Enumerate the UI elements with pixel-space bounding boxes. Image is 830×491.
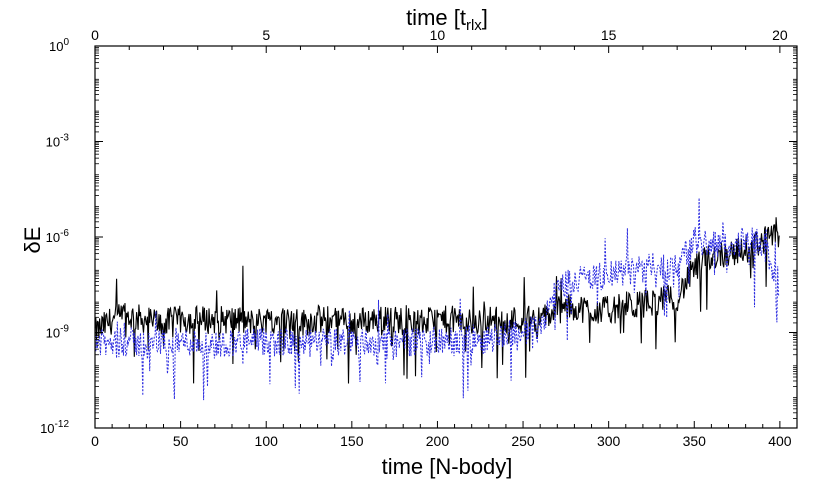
y-tick-label: 10-12 [40,419,69,436]
x-axis-title-top: time [trlx] [406,5,488,34]
x-tick-label-bottom: 0 [91,433,99,449]
x-tick-label-top: 5 [262,27,270,43]
y-tick-label: 10-6 [46,228,70,245]
x-tick-label-top: 0 [91,27,99,43]
y-tick-label: 10-3 [46,133,70,150]
x-tick-label-top: 15 [601,27,617,43]
x-tick-label-bottom: 150 [340,433,364,449]
x-tick-label-bottom: 50 [173,433,189,449]
x-tick-label-bottom: 300 [597,433,621,449]
x-axis-title-bottom: time [N-body] [382,454,513,479]
y-tick-label: 10-9 [46,324,70,341]
y-tick-label: 100 [49,37,69,54]
x-tick-label-bottom: 250 [511,433,535,449]
x-tick-label-bottom: 200 [426,433,450,449]
x-tick-label-bottom: 400 [768,433,792,449]
x-tick-label-bottom: 100 [255,433,279,449]
series-line-1 [94,217,780,384]
plot-area [94,197,780,401]
x-tick-label-bottom: 350 [683,433,707,449]
x-tick-label-top: 10 [430,27,446,43]
y-axis-title: δE [20,227,45,254]
axes: 0 50 100 150 200 250 300 350 400 0 5 10 15 20 100 10-3 1… [40,27,798,449]
x-tick-label-top: 20 [772,27,788,43]
plot-frame [94,45,798,429]
series-line-2 [94,197,780,401]
